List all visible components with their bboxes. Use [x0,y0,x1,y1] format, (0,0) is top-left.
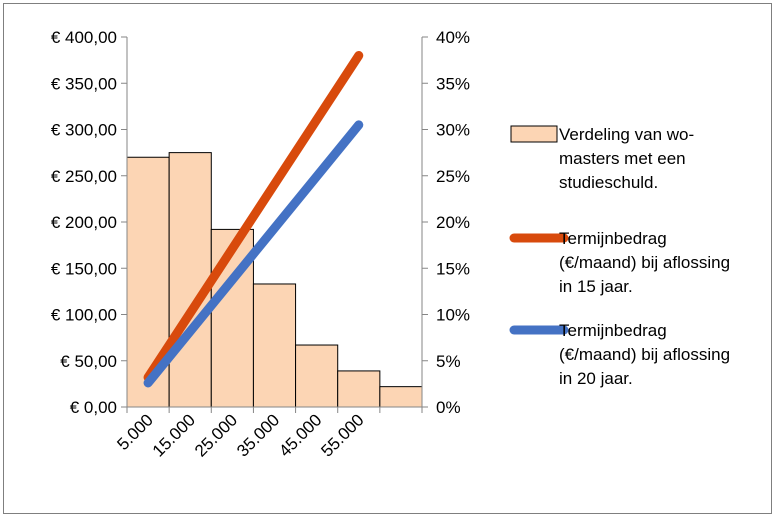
legend-label-0-0: Verdeling van wo- [559,125,694,144]
bar-1 [168,152,212,408]
x-tick-label-2: 25.000 [191,410,241,460]
legend-label-0-1: masters met een [559,149,686,168]
y-right-tick-label-1: 5% [436,352,461,371]
legend-label-2-2: in 20 jaar. [559,369,633,388]
y-right-tick-label-5: 25% [436,167,470,186]
y-left-tick-label-6: € 300,00 [51,121,117,140]
x-tick-label-5: 55.000 [317,410,367,460]
y-left-tick-label-4: € 200,00 [51,213,117,232]
x-tick-label-1: 15.000 [149,410,199,460]
y-right-tick-label-2: 10% [436,306,470,325]
y-right-tick-label-4: 20% [436,213,470,232]
y-left-tick-label-7: € 350,00 [51,74,117,93]
y-left-tick-label-1: € 50,00 [60,352,117,371]
x-tick-label-4: 45.000 [275,410,325,460]
bar-3 [252,283,297,408]
bar-6 [379,386,423,408]
legend-label-1-0: Termijnbedrag [559,229,667,248]
y-left-tick-label-5: € 250,00 [51,167,117,186]
y-left-tick-label-8: € 400,00 [51,28,117,47]
y-right-tick-label-3: 15% [436,259,470,278]
bar-4 [295,344,339,408]
legend-label-0-2: studieschuld. [559,173,658,192]
legend-label-2-1: (€/maand) bij aflossing [559,345,730,364]
series-line-1 [143,51,364,382]
x-tick-label-3: 35.000 [233,410,283,460]
bar-5 [337,370,381,408]
y-right-tick-label-8: 40% [436,28,470,47]
legend-label-1-1: (€/maand) bij aflossing [559,253,730,272]
y-right-tick-label-7: 35% [436,74,470,93]
y-left-tick-label-2: € 100,00 [51,306,117,325]
legend-swatch-0 [510,125,558,143]
legend-label-1-2: in 15 jaar. [559,277,633,296]
y-left-tick-label-0: € 0,00 [70,398,117,417]
series-line-2 [143,120,364,388]
y-left-tick-label-3: € 150,00 [51,259,117,278]
y-right-tick-label-6: 30% [436,121,470,140]
legend-label-2-0: Termijnbedrag [559,321,667,340]
y-right-tick-label-0: 0% [436,398,461,417]
